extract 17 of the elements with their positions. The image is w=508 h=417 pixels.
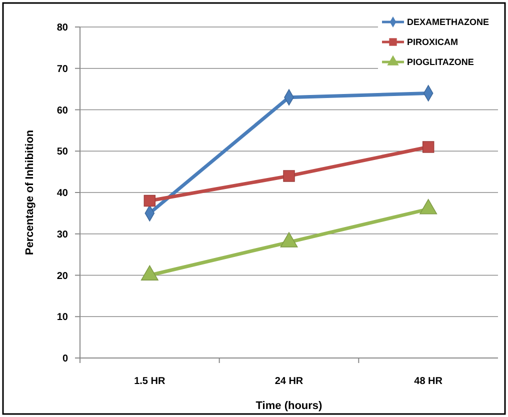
y-tick-label: 40 [56,188,68,199]
y-tick-label: 80 [56,22,68,34]
y-tick-label: 50 [56,146,68,158]
x-tick-label: 24 HR [274,376,304,387]
legend-label: PIOGLITAZONE [407,57,474,68]
y-tick-label: 0 [62,354,68,364]
legend-label: PIROXICAM [407,37,458,48]
y-tick-label: 70 [56,64,68,75]
y-tick-label: 10 [56,312,68,324]
y-tick-label: 30 [56,229,68,240]
x-axis-title: Time (hours) [256,400,323,412]
y-tick-label: 20 [56,270,68,282]
x-tick-label: 48 HR [414,376,444,387]
legend-label: DEXAMETHAZONE [407,17,490,28]
y-tick-label: 60 [56,105,68,116]
x-tick-label: 1.5 HR [134,376,166,387]
y-axis-title: Percentage of Inhibition [24,130,36,256]
